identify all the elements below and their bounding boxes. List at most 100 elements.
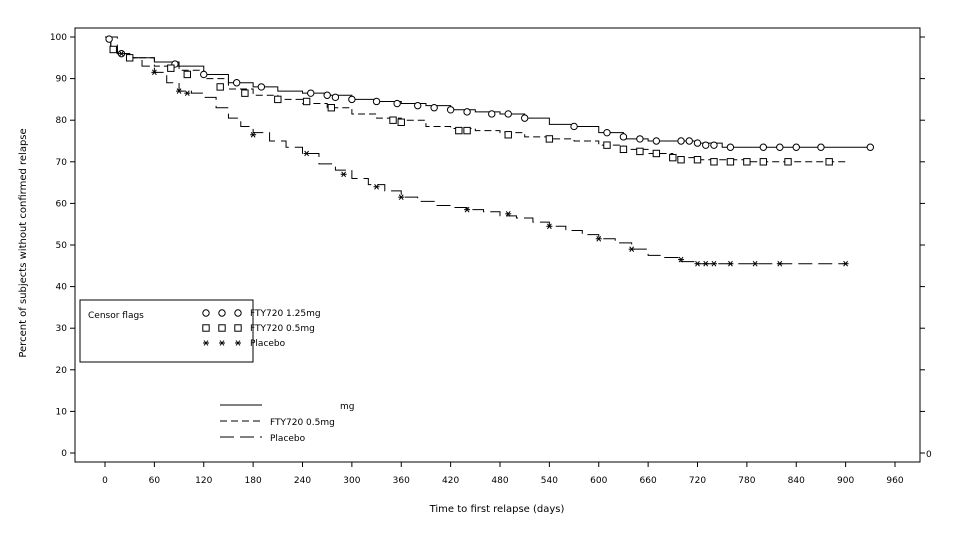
censor-mark-square <box>389 116 397 124</box>
censor-mark-circle <box>393 99 401 108</box>
censor-mark-star <box>398 194 405 200</box>
star-stroke <box>219 340 225 346</box>
censor-mark-square <box>726 158 735 166</box>
censor-mark-star <box>702 260 709 267</box>
censor-legend-symbol <box>234 309 242 317</box>
series-line-2 <box>105 36 846 265</box>
y-tick-label: 20 <box>56 366 68 376</box>
censor-mark-square <box>759 158 768 166</box>
censor-mark-star <box>184 90 191 96</box>
x-tick-label: 240 <box>294 476 311 486</box>
censor-mark-star <box>118 50 125 57</box>
x-tick-label: 0 <box>102 476 108 486</box>
censor-mark-circle <box>636 135 644 143</box>
censor-mark-square <box>693 156 702 164</box>
series-line-0 <box>105 36 871 148</box>
star-stroke <box>235 340 241 346</box>
star-stroke <box>596 235 602 242</box>
x-tick-label: 780 <box>738 476 755 486</box>
censor-mark-circle <box>726 143 735 151</box>
censor-mark-square <box>397 118 405 126</box>
y-tick-label: 30 <box>56 324 68 334</box>
censor-mark-circle <box>463 108 471 116</box>
censor-mark-square <box>636 147 644 156</box>
line-legend-label: Placebo <box>270 434 306 444</box>
star-stroke <box>176 88 182 94</box>
y-tick-label: 90 <box>56 75 68 85</box>
censor-mark-circle <box>520 114 529 122</box>
censor-mark-star <box>340 171 347 178</box>
x-tick-label: 960 <box>886 476 903 486</box>
censor-mark-square <box>669 153 677 162</box>
censor-legend-symbol <box>202 324 210 332</box>
censor-legend-box <box>79 299 254 363</box>
y-tick-label: 50 <box>56 241 68 251</box>
censor-mark-star <box>694 260 701 267</box>
x-tick-label: 300 <box>343 476 360 486</box>
x-tick-label: 720 <box>689 476 706 486</box>
censor-mark-star <box>752 260 759 267</box>
censor-mark-star <box>546 223 553 230</box>
censor-mark-circle <box>331 93 340 102</box>
y-tick-label: 70 <box>56 158 68 168</box>
censor-mark-star <box>250 131 257 138</box>
censor-mark-star <box>710 260 717 267</box>
x-axis-title: Time to first relapse (days) <box>429 504 565 515</box>
censor-mark-square <box>545 135 554 143</box>
censor-mark-square <box>504 131 512 139</box>
censor-mark-circle <box>652 137 661 145</box>
censor-mark-circle <box>257 83 266 91</box>
star-stroke <box>250 131 256 138</box>
star-stroke <box>119 50 124 57</box>
censor-legend-symbol <box>218 309 226 317</box>
censor-mark-square <box>274 95 282 104</box>
censor-legend-label: Placebo <box>250 339 286 349</box>
censor-legend-symbol <box>218 324 226 332</box>
censor-mark-square <box>302 97 311 106</box>
x-tick-label: 900 <box>837 476 854 486</box>
censor-mark-circle <box>504 110 512 118</box>
censor-legend-title: Censor flags <box>88 311 144 321</box>
y-tick-label: 40 <box>56 283 68 293</box>
censor-legend-symbol <box>203 340 209 346</box>
censor-mark-star <box>505 210 512 217</box>
censor-mark-circle <box>710 141 718 149</box>
line-legend-label: mg <box>340 402 354 412</box>
censor-mark-circle <box>372 97 381 106</box>
censor-mark-star <box>595 235 602 242</box>
y-axis-title: Percent of subjects without confirmed re… <box>18 128 29 357</box>
star-stroke <box>695 260 700 267</box>
censor-mark-star <box>678 256 685 263</box>
censor-mark-circle <box>759 143 768 151</box>
censor-mark-circle <box>323 91 331 99</box>
censor-mark-circle <box>232 79 241 87</box>
y-tick-label: 60 <box>56 199 68 209</box>
censor-mark-square <box>183 70 191 79</box>
star-stroke <box>678 256 684 263</box>
star-stroke <box>629 246 635 252</box>
censor-mark-star <box>776 260 783 267</box>
x-tick-label: 840 <box>788 476 805 486</box>
censor-mark-square <box>455 126 463 135</box>
censor-mark-square <box>619 145 628 154</box>
censor-mark-circle <box>446 106 455 114</box>
x-tick-label: 480 <box>491 476 508 486</box>
y-tick-label: 0 <box>61 449 67 459</box>
star-stroke <box>546 223 552 230</box>
censor-mark-star <box>303 150 310 157</box>
censor-mark-circle <box>792 143 800 151</box>
censor-mark-square <box>710 158 718 166</box>
star-stroke <box>505 210 511 217</box>
x-tick-label: 120 <box>195 476 212 486</box>
censor-mark-circle <box>817 143 825 151</box>
star-stroke <box>464 206 470 213</box>
censor-mark-star <box>464 206 471 213</box>
censor-mark-circle <box>776 143 784 151</box>
censor-mark-star <box>842 260 849 267</box>
x-tick-label: 360 <box>393 476 410 486</box>
censor-mark-square <box>125 54 134 62</box>
censor-mark-square <box>784 158 792 166</box>
star-stroke <box>711 260 717 267</box>
star-stroke <box>151 69 157 76</box>
y-tick-label: 10 <box>56 407 68 417</box>
